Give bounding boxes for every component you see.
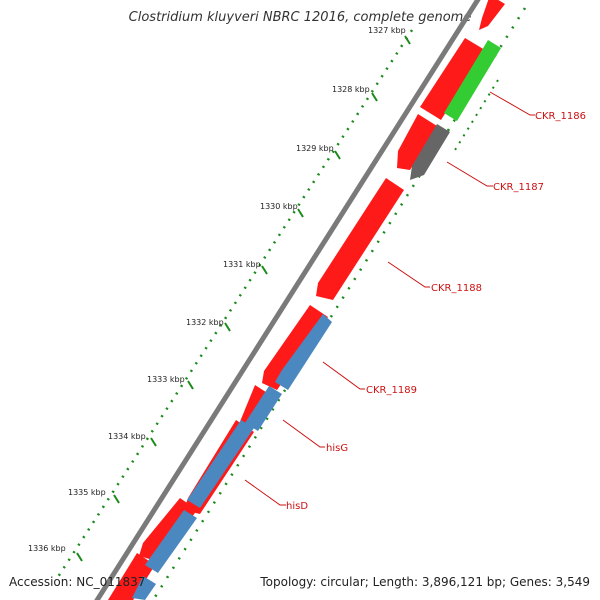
tick-label: 1328 kbp	[332, 85, 370, 94]
tick-label: 1330 kbp	[260, 202, 298, 211]
cds-feature	[262, 305, 328, 390]
tick-label: 1329 kbp	[296, 144, 334, 153]
tick-group: 1327 kbp 1328 kbp 1329 kbp 1330 kbp 1331…	[28, 26, 411, 562]
tick: 1328 kbp	[332, 85, 378, 102]
tick: 1331 kbp	[223, 260, 268, 275]
tick: 1327 kbp	[368, 26, 411, 45]
accession-text: Accession: NC_011837	[9, 575, 146, 589]
reverse-cds-track	[132, 314, 332, 600]
cds-feature-hisg	[245, 386, 282, 431]
tick-label: 1331 kbp	[223, 260, 261, 269]
tick: 1329 kbp	[296, 144, 341, 160]
gene-label-ckr-1186: CKR_1186	[535, 111, 586, 122]
tick-ruler	[54, 29, 414, 581]
tick-label: 1335 kbp	[68, 488, 106, 497]
tick: 1334 kbp	[108, 432, 157, 447]
map-title: Clostridium kluyveri NBRC 12016, complet…	[128, 10, 472, 25]
genome-stats-text: Topology: circular; Length: 3,896,121 bp…	[260, 575, 590, 589]
tick: 1336 kbp	[28, 544, 83, 562]
tick-label: 1327 kbp	[368, 26, 406, 35]
cds-feature	[479, 0, 505, 30]
cds-feature-hisd	[187, 420, 254, 508]
tick-label: 1333 kbp	[147, 375, 185, 384]
gene-label-hisg: hisG	[326, 443, 348, 454]
cds-feature	[397, 114, 437, 170]
cds-feature	[316, 178, 404, 300]
cds-feature-ckr-1189	[275, 314, 332, 390]
tick: 1330 kbp	[260, 202, 304, 218]
cds-feature-ckr-1186	[444, 40, 501, 121]
gene-label-ckr-1189: CKR_1189	[366, 385, 417, 396]
genome-backbone	[94, 0, 481, 600]
cds-feature	[132, 576, 156, 600]
cds-feature	[145, 510, 197, 573]
cds-feature-ckr-1187	[410, 124, 450, 180]
cds-feature	[420, 38, 485, 120]
gene-label-ckr-1187: CKR_1187	[493, 182, 544, 193]
gene-label-ckr-1188: CKR_1188	[431, 283, 482, 294]
leader-lines	[244, 91, 535, 506]
tick-label: 1336 kbp	[28, 544, 66, 553]
tick: 1333 kbp	[147, 375, 194, 390]
inner-ruler	[151, 7, 527, 600]
cds-feature	[108, 553, 155, 600]
inner-ruler-2	[454, 79, 499, 151]
tick: 1332 kbp	[186, 318, 231, 332]
tick-label: 1332 kbp	[186, 318, 224, 327]
tick-label: 1334 kbp	[108, 432, 146, 441]
gene-label-hisd: hisD	[286, 501, 308, 512]
tick: 1335 kbp	[68, 488, 120, 504]
